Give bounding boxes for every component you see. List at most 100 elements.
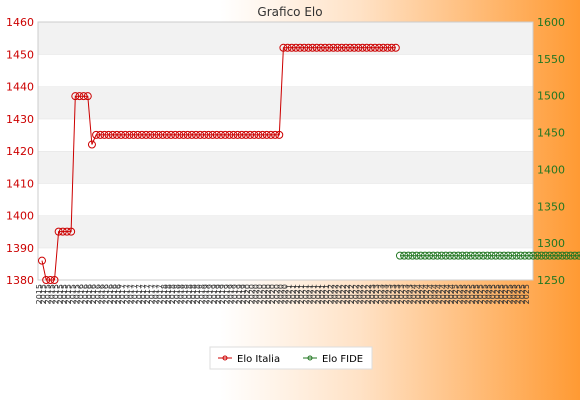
x-tick-label: 2022 (364, 284, 373, 304)
x-tick-label: 2023 (380, 284, 389, 304)
data-point (362, 43, 371, 52)
data-point (329, 43, 338, 52)
data-point (96, 130, 105, 139)
data-point (142, 130, 151, 139)
x-tick-label: 2022 (326, 284, 335, 304)
data-point (58, 227, 67, 236)
data-point (183, 130, 192, 139)
data-point (225, 130, 234, 139)
x-tick-label: 2019 (214, 284, 223, 304)
x-tick-label: 2021 (318, 284, 327, 304)
data-point (450, 251, 459, 260)
data-point (321, 43, 330, 52)
data-point (187, 130, 196, 139)
x-tick-label: 2020 (268, 284, 277, 304)
data-point (237, 130, 246, 139)
series-layer (38, 43, 580, 284)
data-point (229, 130, 238, 139)
data-point (416, 251, 425, 260)
data-point (433, 251, 442, 260)
data-point (470, 251, 479, 260)
data-point (525, 251, 533, 260)
data-point (454, 251, 463, 260)
x-tick-label: 2019 (201, 284, 210, 304)
x-tick-label: 2022 (356, 284, 365, 304)
x-tick-label: 2020 (272, 284, 281, 304)
x-tick-label: 2015 (60, 284, 69, 304)
left-tick-label: 1420 (6, 145, 34, 158)
data-point (262, 130, 271, 139)
x-tick-label: 2017 (152, 284, 161, 304)
data-point (487, 251, 496, 260)
data-point (391, 43, 400, 52)
data-point (204, 130, 213, 139)
x-tick-label: 2016 (81, 284, 90, 304)
data-point (516, 251, 525, 260)
data-point (441, 251, 450, 260)
x-tick-label: 2017 (131, 284, 140, 304)
data-point (404, 251, 413, 260)
right-tick-label: 1250 (537, 274, 565, 287)
data-point (250, 130, 259, 139)
x-tick-label: 2018 (177, 284, 186, 304)
data-point (279, 43, 288, 52)
data-point (341, 43, 350, 52)
legend-label: Elo FIDE (322, 354, 363, 365)
x-tick-label: 2024 (418, 284, 427, 304)
data-point (504, 251, 513, 260)
right-tick-label: 1400 (537, 163, 565, 176)
data-point (154, 130, 163, 139)
x-tick-label: 2019 (226, 284, 235, 304)
data-point (512, 251, 521, 260)
grid-band (38, 54, 533, 87)
data-point (100, 130, 109, 139)
x-tick-label: 2015 (35, 284, 44, 304)
x-axis-ticks: 2015201520152015201520152015201520152015… (35, 284, 531, 304)
left-tick-label: 1430 (6, 113, 34, 126)
data-point (541, 251, 550, 260)
data-point (445, 251, 454, 260)
x-tick-label: 2020 (247, 284, 256, 304)
chart-title: Grafico Elo (257, 5, 322, 19)
data-point (304, 43, 313, 52)
data-point (158, 130, 167, 139)
data-point (312, 43, 321, 52)
data-point (233, 130, 242, 139)
data-point (308, 43, 317, 52)
x-tick-label: 2022 (343, 284, 352, 304)
x-tick-label: 2018 (164, 284, 173, 304)
legend-swatch-marker (222, 355, 228, 361)
x-tick-label: 2016 (102, 284, 111, 304)
x-tick-label: 2025 (451, 284, 460, 304)
x-tick-label: 2019 (222, 284, 231, 304)
data-point (150, 130, 159, 139)
series-line (400, 255, 580, 257)
x-tick-label: 2022 (360, 284, 369, 304)
data-point (437, 251, 446, 260)
data-point (545, 251, 554, 260)
data-point (358, 43, 367, 52)
data-point (212, 130, 221, 139)
data-point (549, 251, 558, 260)
x-tick-label: 2022 (335, 284, 344, 304)
x-tick-label: 2025 (489, 284, 498, 304)
x-tick-label: 2020 (256, 284, 265, 304)
data-point (462, 251, 471, 260)
x-tick-label: 2020 (243, 284, 252, 304)
left-axis-ticks: 1380 1390 1400 1410 1420 1430 1440 1450 1460 (6, 16, 34, 287)
x-tick-label: 2020 (264, 284, 273, 304)
data-point (479, 251, 488, 260)
legend-swatch-marker (307, 355, 313, 361)
x-tick-label: 2025 (497, 284, 506, 304)
left-tick-label: 1410 (6, 177, 34, 190)
x-tick-label: 2025 (505, 284, 514, 304)
data-point (291, 43, 300, 52)
x-tick-label: 2025 (485, 284, 494, 304)
x-tick-label: 2016 (93, 284, 102, 304)
x-tick-label: 2024 (435, 284, 444, 304)
data-point (246, 130, 255, 139)
x-tick-label: 2025 (514, 284, 523, 304)
x-tick-label: 2018 (168, 284, 177, 304)
data-point (570, 251, 579, 260)
